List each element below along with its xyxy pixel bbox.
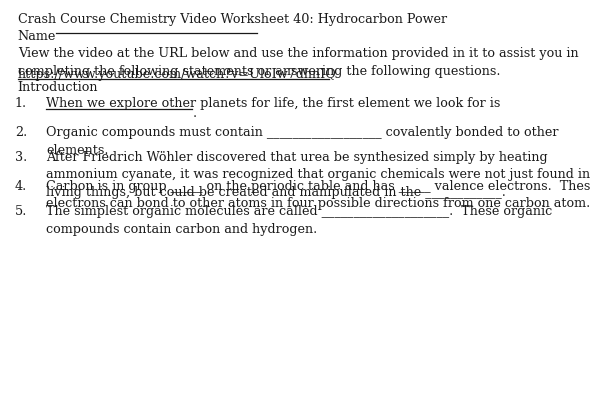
- Text: After Friedrich Wöhler discovered that urea be synthesized simply by heating
amm: After Friedrich Wöhler discovered that u…: [46, 151, 590, 199]
- Text: View the video at the URL below and use the information provided in it to assist: View the video at the URL below and use …: [18, 47, 578, 78]
- Text: Name: Name: [18, 30, 56, 43]
- Text: The simplest organic molecules are called ____________________.  These organic
c: The simplest organic molecules are calle…: [46, 205, 552, 236]
- Text: .: .: [193, 107, 197, 120]
- Text: 5.: 5.: [15, 205, 27, 218]
- Text: 2.: 2.: [15, 126, 27, 139]
- Text: 3.: 3.: [15, 151, 27, 164]
- Text: Organic compounds must contain __________________ covalently bonded to other
ele: Organic compounds must contain _________…: [46, 126, 559, 157]
- Text: 4.: 4.: [15, 180, 27, 193]
- Text: Introduction: Introduction: [18, 81, 98, 94]
- Text: https://www.youtube.com/watch?v=UloIw7dhnIQ: https://www.youtube.com/watch?v=UloIw7dh…: [18, 68, 336, 81]
- Text: Crash Course Chemistry Video Worksheet 40: Hydrocarbon Power: Crash Course Chemistry Video Worksheet 4…: [18, 13, 447, 26]
- Text: 1.: 1.: [15, 97, 27, 110]
- Text: Carbon is in group _____ on the periodic table and has _____ valence electrons. : Carbon is in group _____ on the periodic…: [46, 180, 590, 210]
- Text: When we explore other planets for life, the first element we look for is: When we explore other planets for life, …: [46, 97, 500, 110]
